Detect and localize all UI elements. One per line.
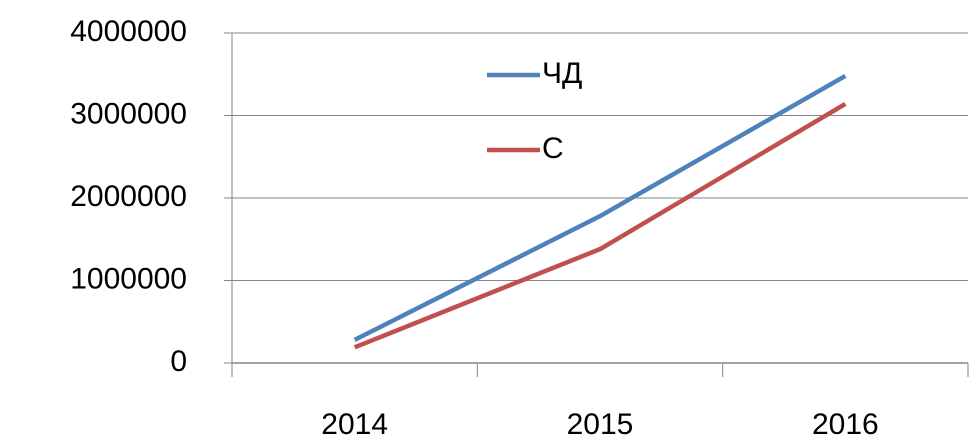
legend-label: ЧД bbox=[542, 57, 582, 90]
line-series bbox=[353, 73, 847, 342]
y-tick-label: 2000000 bbox=[70, 180, 187, 213]
line-series bbox=[353, 102, 847, 350]
x-tick-label: 2015 bbox=[567, 408, 634, 441]
y-tick-label: 4000000 bbox=[70, 15, 187, 48]
y-tick-label: 1000000 bbox=[70, 262, 187, 295]
x-tick-label: 2016 bbox=[812, 408, 879, 441]
y-tick-label: 0 bbox=[170, 345, 187, 378]
y-tick-label: 3000000 bbox=[70, 97, 187, 130]
x-tick-label: 2014 bbox=[321, 408, 388, 441]
legend-label: С bbox=[542, 132, 564, 165]
